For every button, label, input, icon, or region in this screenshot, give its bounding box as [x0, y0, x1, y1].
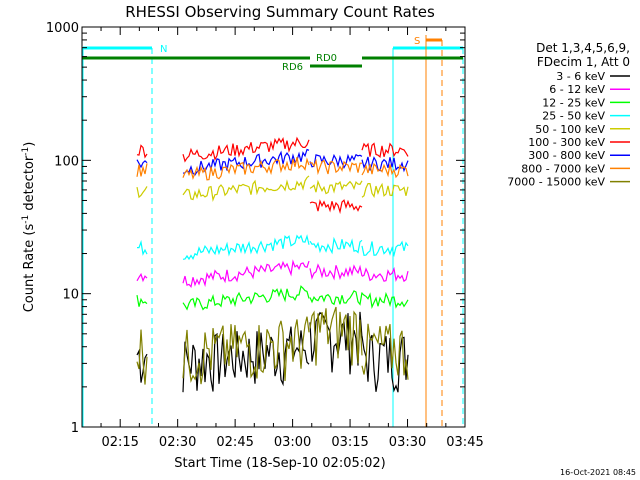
- series-line-7: [136, 156, 409, 181]
- legend-label-6: 300 - 800 keV: [528, 149, 605, 162]
- y-axis-label-main: Count Rate (s: [22, 224, 37, 313]
- legend-label-3: 25 - 50 keV: [542, 110, 605, 123]
- y-tick-label-1: 10: [62, 288, 79, 303]
- legend-label-5: 100 - 300 keV: [528, 136, 605, 149]
- legend-label-7: 800 - 7000 keV: [521, 162, 605, 175]
- saa-label: S: [414, 36, 420, 47]
- x-axis-label: Start Time (18-Sep-10 02:05:02): [174, 456, 385, 471]
- series-line-2: [136, 285, 409, 311]
- series-line-3: [137, 234, 409, 261]
- x-tick-label-3: 03:00: [274, 435, 311, 450]
- legend-label-2: 12 - 25 keV: [542, 96, 605, 109]
- series-line-5: [136, 136, 409, 215]
- legend-title-1: Det 1,3,4,5,6,9,: [536, 41, 630, 55]
- x-tick-label-0: 02:15: [101, 435, 138, 450]
- y-axis-label: Count Rate (s-1 detector-1): [21, 142, 37, 313]
- x-tick-label-6: 03:45: [446, 435, 483, 450]
- legend-label-0: 3 - 6 keV: [556, 70, 605, 83]
- y-axis-label-sup2: -1: [21, 147, 31, 156]
- chart-title: RHESSI Observing Summary Count Rates: [125, 3, 435, 21]
- series-line-1: [136, 259, 409, 289]
- legend-label-8: 7000 - 15000 keV: [507, 176, 605, 189]
- legend-label-4: 50 - 100 keV: [535, 123, 605, 136]
- series-line-4: [136, 175, 409, 202]
- x-tick-label-1: 02:30: [159, 435, 196, 450]
- night-label: N: [160, 44, 167, 55]
- y-tick-label-0: 1: [71, 421, 79, 436]
- rd0-label: RD0: [316, 53, 337, 64]
- timestamp: 16-Oct-2021 08:45: [560, 468, 636, 477]
- legend: Det 1,3,4,5,6,9, FDecim 1, Att 0 3 - 6 k…: [507, 41, 630, 189]
- x-tick-label-5: 03:30: [389, 435, 426, 450]
- x-tick-label-4: 03:15: [331, 435, 368, 450]
- series-lines: [136, 136, 409, 393]
- y-axis-label-end: ): [22, 142, 37, 147]
- axes: 02:15 02:30 02:45 03:00 03:15 03:30 03:45 1 10 10…: [46, 21, 484, 450]
- x-tick-label-2: 02:45: [216, 435, 253, 450]
- series-line-8: [136, 306, 409, 385]
- series-line-0: [136, 311, 409, 393]
- legend-label-1: 6 - 12 keV: [549, 83, 605, 96]
- y-axis-label-mid: detector: [22, 155, 37, 215]
- legend-title-2: FDecim 1, Att 0: [537, 55, 630, 69]
- y-tick-label-3: 1000: [46, 21, 79, 36]
- series-line-6: [136, 148, 409, 176]
- y-tick-label-2: 100: [54, 154, 79, 169]
- y-axis-label-sup1: -1: [21, 215, 31, 224]
- rd6-label: RD6: [282, 62, 303, 73]
